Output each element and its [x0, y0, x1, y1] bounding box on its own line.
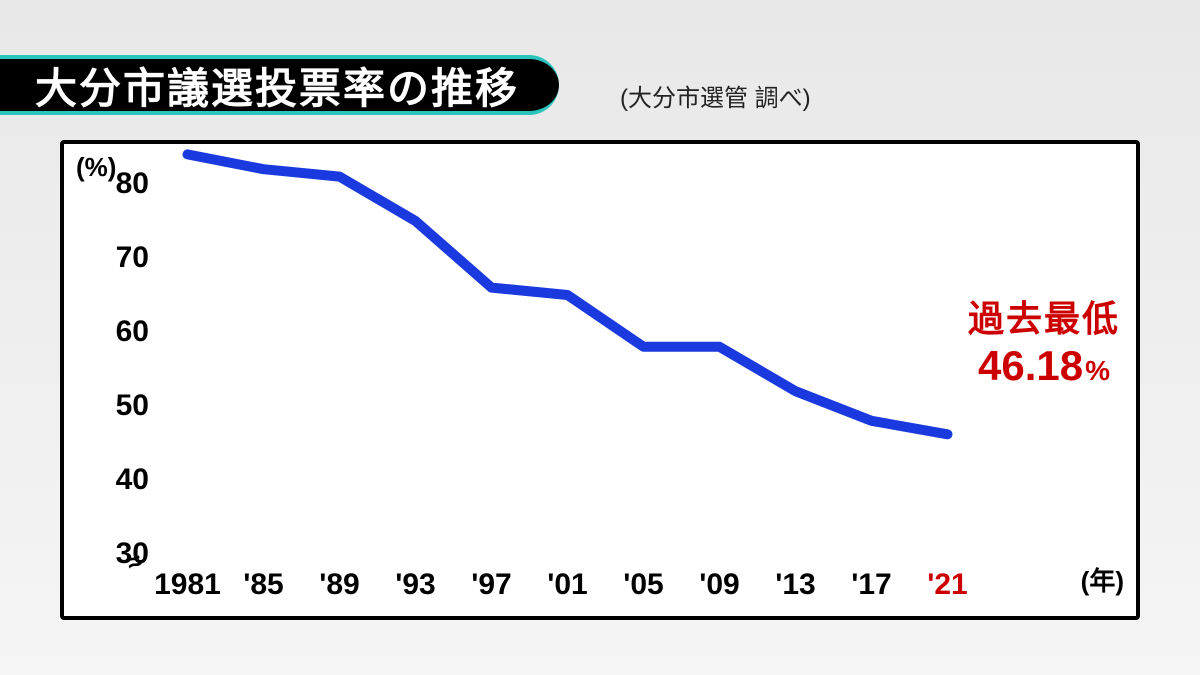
chart-title-bar: 大分市議選投票率の推移 [0, 55, 559, 115]
callout-unit: % [1085, 355, 1110, 386]
callout-value: 46.18 [978, 342, 1083, 389]
y-tick-label: 40 [89, 463, 149, 497]
y-tick-label: 70 [89, 241, 149, 275]
x-tick-label: 1981 [154, 568, 221, 602]
line-chart-svg [159, 184, 1109, 554]
x-tick-label: '09 [699, 568, 740, 602]
x-axis-unit: (年) [1081, 561, 1124, 598]
y-tick-label: 60 [89, 315, 149, 349]
y-tick-label: 80 [89, 167, 149, 201]
data-line [188, 154, 948, 434]
x-tick-label: '21 [927, 568, 968, 602]
x-tick-label: '89 [319, 568, 360, 602]
x-tick-label: '85 [243, 568, 284, 602]
x-tick-label: '93 [395, 568, 436, 602]
chart-title: 大分市議選投票率の推移 [35, 55, 519, 116]
x-tick-label: '13 [775, 568, 816, 602]
x-tick-label: '05 [623, 568, 664, 602]
chart-subtitle: (大分市選管 調べ) [620, 78, 811, 113]
x-tick-label: '97 [471, 568, 512, 602]
x-tick-label: '01 [547, 568, 588, 602]
callout-box: 過去最低 46.18% [968, 290, 1120, 390]
x-tick-label: '17 [851, 568, 892, 602]
y-tick-label: 50 [89, 389, 149, 423]
plot-area: 304050607080≈1981'85'89'93'97'01'05'09'1… [159, 184, 1109, 554]
callout-label: 過去最低 [968, 290, 1120, 342]
